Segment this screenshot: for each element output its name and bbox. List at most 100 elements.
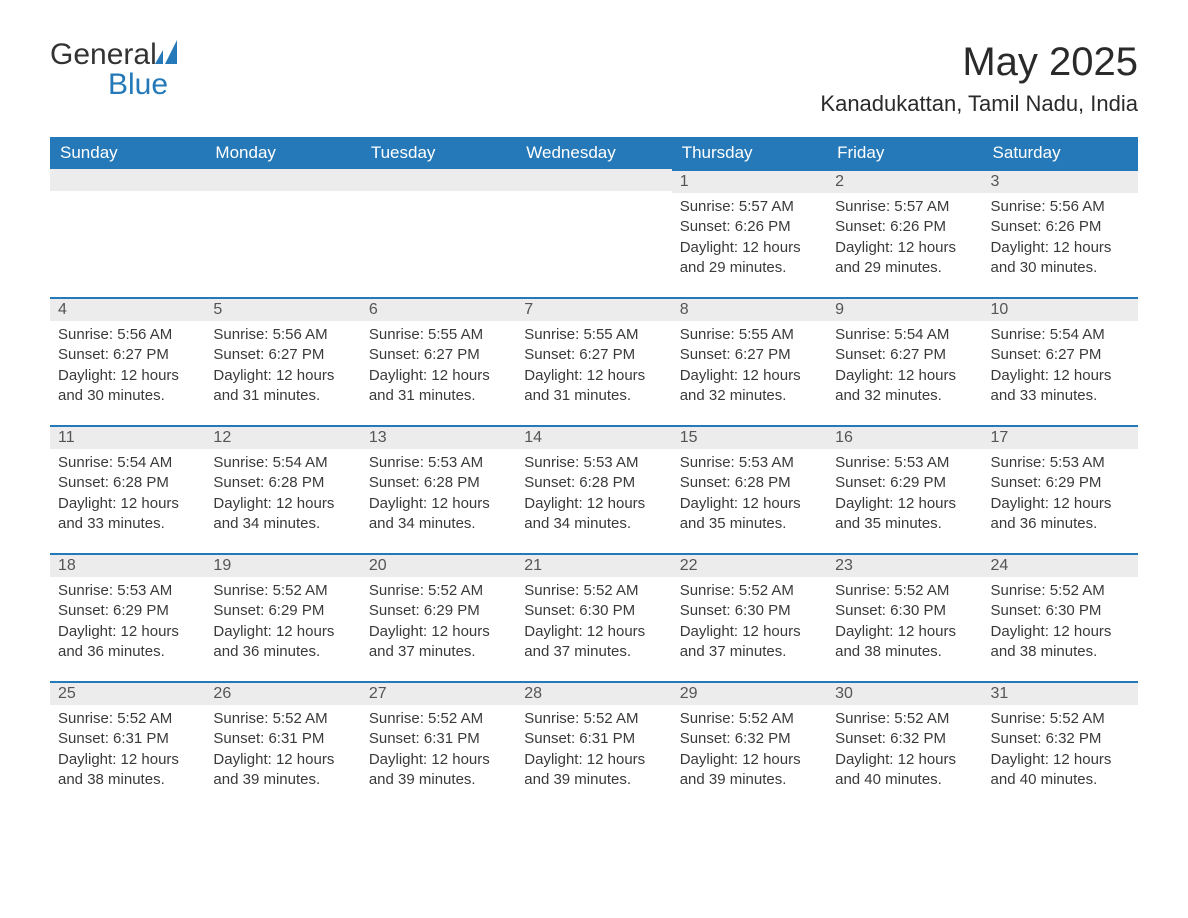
day-body: Sunrise: 5:53 AMSunset: 6:28 PMDaylight:…	[672, 449, 827, 542]
day-number: 26	[205, 681, 360, 705]
sunset-line: Sunset: 6:30 PM	[524, 601, 663, 621]
day-body: Sunrise: 5:55 AMSunset: 6:27 PMDaylight:…	[361, 321, 516, 414]
calendar-cell: 22 Sunrise: 5:52 AMSunset: 6:30 PMDayligh…	[672, 553, 827, 681]
sunrise-line: Sunrise: 5:55 AM	[680, 325, 819, 345]
calendar-cell: 12Sunrise: 5:54 AMSunset: 6:28 PMDayligh…	[205, 425, 360, 553]
sunrise-line: Sunrise: 5:54 AM	[991, 325, 1130, 345]
sunset-line: Sunset: 6:29 PM	[58, 601, 197, 621]
day-body: Sunrise: 5:52 AMSunset: 6:30 PMDaylight:…	[516, 577, 671, 670]
location: Kanadukattan, Tamil Nadu, India	[820, 91, 1138, 117]
sunrise-line: Sunrise: 5:53 AM	[680, 453, 819, 473]
sunset-line: Sunset: 6:27 PM	[213, 345, 352, 365]
sunrise-line: Sunrise: 5:57 AM	[680, 197, 819, 217]
sunset-line: Sunset: 6:30 PM	[680, 601, 819, 621]
daylight-line: Daylight: 12 hours and 34 minutes.	[369, 494, 508, 535]
calendar-cell	[361, 169, 516, 297]
day-body: Sunrise: 5:52 AMSunset: 6:31 PMDaylight:…	[50, 705, 205, 798]
sunset-line: Sunset: 6:27 PM	[58, 345, 197, 365]
day-number: 15	[672, 425, 827, 449]
daylight-line: Daylight: 12 hours and 36 minutes.	[213, 622, 352, 663]
calendar-cell: 26Sunrise: 5:52 AMSunset: 6:31 PMDayligh…	[205, 681, 360, 809]
day-body: Sunrise: 5:53 AMSunset: 6:29 PMDaylight:…	[50, 577, 205, 670]
daylight-line: Daylight: 12 hours and 32 minutes.	[680, 366, 819, 407]
daylight-line: Daylight: 12 hours and 30 minutes.	[991, 238, 1130, 279]
calendar-cell: 2Sunrise: 5:57 AMSunset: 6:26 PMDaylight…	[827, 169, 982, 297]
calendar-cell: 19Sunrise: 5:52 AMSunset: 6:29 PMDayligh…	[205, 553, 360, 681]
day-number: 31	[983, 681, 1138, 705]
day-body: Sunrise: 5:57 AMSunset: 6:26 PMDaylight:…	[827, 193, 982, 286]
sunrise-line: Sunrise: 5:57 AM	[835, 197, 974, 217]
sunset-line: Sunset: 6:31 PM	[524, 729, 663, 749]
day-body: Sunrise: 5:53 AMSunset: 6:29 PMDaylight:…	[983, 449, 1138, 542]
title-block: May 2025 Kanadukattan, Tamil Nadu, India	[820, 40, 1138, 117]
day-number: 1	[672, 169, 827, 193]
day-number: 11	[50, 425, 205, 449]
calendar-cell: 28Sunrise: 5:52 AMSunset: 6:31 PMDayligh…	[516, 681, 671, 809]
daylight-line: Daylight: 12 hours and 29 minutes.	[680, 238, 819, 279]
sunset-line: Sunset: 6:27 PM	[680, 345, 819, 365]
daylight-line: Daylight: 12 hours and 34 minutes.	[524, 494, 663, 535]
sunset-line: Sunset: 6:29 PM	[835, 473, 974, 493]
day-number: 4	[50, 297, 205, 321]
sunset-line: Sunset: 6:28 PM	[58, 473, 197, 493]
sunrise-line: Sunrise: 5:53 AM	[369, 453, 508, 473]
day-number: 12	[205, 425, 360, 449]
sunrise-line: Sunrise: 5:52 AM	[369, 709, 508, 729]
daylight-line: Daylight: 12 hours and 40 minutes.	[835, 750, 974, 791]
day-number: 20	[361, 553, 516, 577]
calendar-week: 1Sunrise: 5:57 AMSunset: 6:26 PMDaylight…	[50, 169, 1138, 297]
day-number: 22	[672, 553, 827, 577]
brand-text: General Blue	[50, 40, 189, 100]
sunrise-line: Sunrise: 5:54 AM	[835, 325, 974, 345]
day-number: 21	[516, 553, 671, 577]
calendar-cell: 30 Sunrise: 5:52 AMSunset: 6:32 PMDayligh…	[827, 681, 982, 809]
day-body: Sunrise: 5:52 AMSunset: 6:29 PMDaylight:…	[205, 577, 360, 670]
calendar-cell: 24Sunrise: 5:52 AMSunset: 6:30 PMDayligh…	[983, 553, 1138, 681]
daylight-line: Daylight: 12 hours and 37 minutes.	[680, 622, 819, 663]
sunset-line: Sunset: 6:30 PM	[991, 601, 1130, 621]
daylight-line: Daylight: 12 hours and 39 minutes.	[524, 750, 663, 791]
calendar-cell: 21Sunrise: 5:52 AMSunset: 6:30 PMDayligh…	[516, 553, 671, 681]
day-number: 9	[827, 297, 982, 321]
sunrise-line: Sunrise: 5:52 AM	[991, 581, 1130, 601]
sunset-line: Sunset: 6:31 PM	[369, 729, 508, 749]
day-number: 30	[827, 681, 982, 705]
day-body: Sunrise: 5:53 AMSunset: 6:28 PMDaylight:…	[361, 449, 516, 542]
sunrise-line: Sunrise: 5:53 AM	[991, 453, 1130, 473]
sunrise-line: Sunrise: 5:52 AM	[524, 709, 663, 729]
sunset-line: Sunset: 6:32 PM	[991, 729, 1130, 749]
day-number: 13	[361, 425, 516, 449]
sunset-line: Sunset: 6:28 PM	[680, 473, 819, 493]
day-body: Sunrise: 5:56 AMSunset: 6:27 PMDaylight:…	[205, 321, 360, 414]
daylight-line: Daylight: 12 hours and 35 minutes.	[680, 494, 819, 535]
sunrise-line: Sunrise: 5:53 AM	[835, 453, 974, 473]
daylight-line: Daylight: 12 hours and 37 minutes.	[369, 622, 508, 663]
calendar-week: 4Sunrise: 5:56 AMSunset: 6:27 PMDaylight…	[50, 297, 1138, 425]
logo-chart-icon	[155, 40, 189, 70]
day-body: Sunrise: 5:52 AMSunset: 6:32 PMDaylight:…	[983, 705, 1138, 798]
sunrise-line: Sunrise: 5:52 AM	[213, 709, 352, 729]
header: General Blue May 2025 Kanadukattan, Tami…	[50, 40, 1138, 117]
day-header: Tuesday	[361, 137, 516, 169]
day-number: 23	[827, 553, 982, 577]
sunset-line: Sunset: 6:26 PM	[680, 217, 819, 237]
day-number: 27	[361, 681, 516, 705]
sunrise-line: Sunrise: 5:52 AM	[835, 581, 974, 601]
daylight-line: Daylight: 12 hours and 32 minutes.	[835, 366, 974, 407]
sunset-line: Sunset: 6:32 PM	[835, 729, 974, 749]
day-number: 19	[205, 553, 360, 577]
brand-logo: General Blue	[50, 40, 189, 100]
calendar-cell: 31Sunrise: 5:52 AMSunset: 6:32 PMDayligh…	[983, 681, 1138, 809]
day-number: 25	[50, 681, 205, 705]
sunset-line: Sunset: 6:26 PM	[835, 217, 974, 237]
sunrise-line: Sunrise: 5:52 AM	[835, 709, 974, 729]
sunrise-line: Sunrise: 5:52 AM	[369, 581, 508, 601]
sunrise-line: Sunrise: 5:56 AM	[58, 325, 197, 345]
day-number: 14	[516, 425, 671, 449]
calendar-cell: 29Sunrise: 5:52 AMSunset: 6:32 PMDayligh…	[672, 681, 827, 809]
daylight-line: Daylight: 12 hours and 36 minutes.	[991, 494, 1130, 535]
sunrise-line: Sunrise: 5:52 AM	[680, 581, 819, 601]
sunset-line: Sunset: 6:29 PM	[991, 473, 1130, 493]
day-body: Sunrise: 5:52 AMSunset: 6:31 PMDaylight:…	[205, 705, 360, 798]
sunset-line: Sunset: 6:29 PM	[213, 601, 352, 621]
